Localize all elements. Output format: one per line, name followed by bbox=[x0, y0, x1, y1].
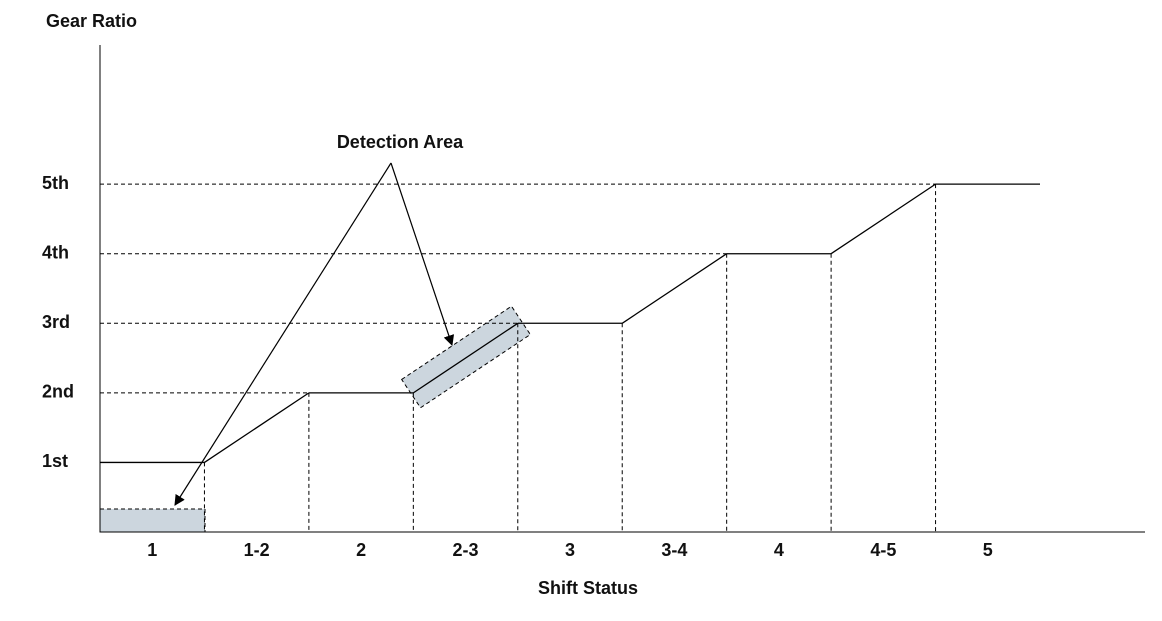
plot: 1st 2nd 3rd 4th 5th 1 1-2 2 2-3 3 3-4 4 4-5 5 bbox=[42, 173, 1040, 560]
x-axis-title: Shift Status bbox=[538, 578, 638, 598]
x-tick-label: 4-5 bbox=[870, 540, 896, 560]
detection-box bbox=[99, 508, 206, 533]
line-segment bbox=[830, 183, 936, 255]
y-axis-title: Gear Ratio bbox=[46, 11, 137, 31]
x-tick-label: 1-2 bbox=[244, 540, 270, 560]
x-tick-label: 2 bbox=[356, 540, 366, 560]
line-segment bbox=[412, 322, 519, 394]
arrow bbox=[174, 162, 392, 506]
line-segment bbox=[621, 253, 728, 324]
x-tick-label: 4 bbox=[774, 540, 784, 560]
y-tick-label: 4th bbox=[42, 242, 69, 262]
x-tick-label: 2-3 bbox=[453, 540, 479, 560]
x-tick-label: 5 bbox=[983, 540, 993, 560]
x-tick-label: 3-4 bbox=[661, 540, 687, 560]
y-tick-label: 3rd bbox=[42, 312, 70, 332]
y-tick-label: 2nd bbox=[42, 382, 74, 402]
line-segment bbox=[204, 392, 310, 463]
arrow bbox=[390, 162, 455, 347]
y-tick-label: 1st bbox=[42, 451, 68, 471]
annotation: Detection Area bbox=[337, 132, 464, 152]
x-tick-label: 1 bbox=[147, 540, 157, 560]
y-tick-label: 5th bbox=[42, 173, 69, 193]
x-tick-label: 3 bbox=[565, 540, 575, 560]
